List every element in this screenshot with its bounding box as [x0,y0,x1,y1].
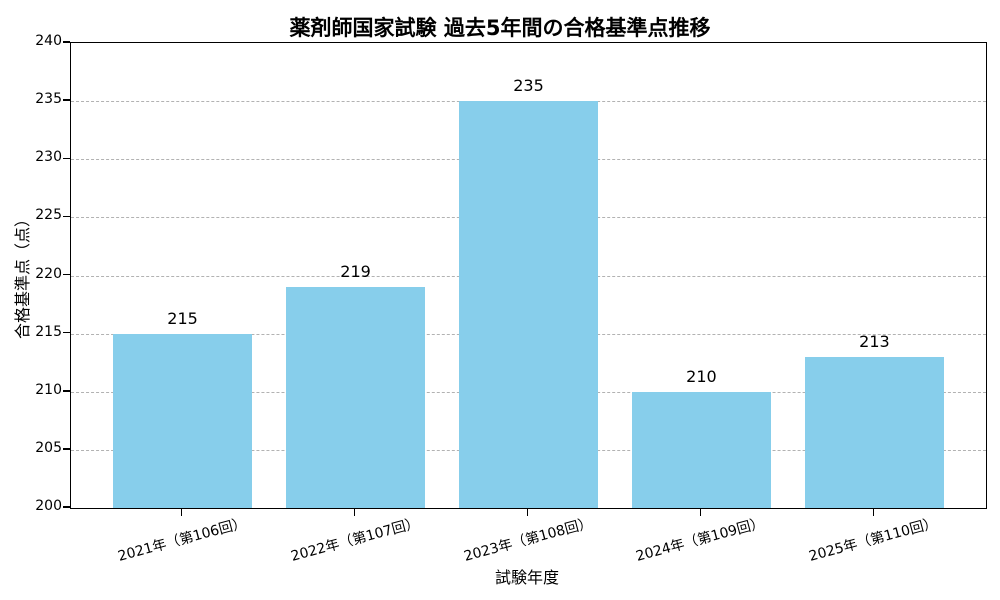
x-tick [872,508,875,516]
bar-value-label: 235 [513,76,544,96]
x-tick-label: 2022年（第107回） [288,515,421,565]
y-tick-label: 205 [35,439,62,456]
y-tick [63,99,70,101]
bar-value-label: 219 [340,262,371,282]
x-axis-label: 試験年度 [494,568,560,587]
y-tick-label: 220 [35,265,62,282]
y-tick-label: 210 [35,381,62,398]
y-tick [63,41,70,43]
y-tick-label: 230 [35,149,62,166]
plot-area: 215 219 235 210 213 [70,42,987,509]
bar [286,287,425,508]
y-tick [63,157,70,159]
y-tick-label: 200 [35,498,62,514]
bar [632,391,771,508]
x-tick-label: 2021年（第106回） [115,515,248,565]
y-tick-label: 235 [35,91,62,108]
y-tick-label: 225 [35,207,62,224]
bar [113,333,252,508]
bar-value-label: 215 [167,308,198,328]
y-tick [63,331,70,334]
x-tick [353,508,356,516]
y-tick-label: 215 [35,323,62,340]
bar-value-label: 210 [686,366,717,386]
x-tick [526,508,529,516]
x-tick [180,508,183,516]
y-tick [63,273,70,276]
bar [805,356,944,508]
y-tick [63,215,70,218]
bar [459,101,598,508]
y-tick [63,390,70,392]
bar-value-label: 213 [859,331,890,351]
chart-title: 薬剤師国家試験 過去5年間の合格基準点推移 [289,16,711,40]
y-tick-label: 240 [35,33,62,49]
x-tick-label: 2025年（第110回） [807,515,940,565]
x-tick-label: 2023年（第108回） [461,515,594,565]
x-tick [699,508,702,516]
y-tick [63,506,70,508]
x-tick-label: 2024年（第109回） [634,515,767,565]
y-tick [63,448,70,450]
